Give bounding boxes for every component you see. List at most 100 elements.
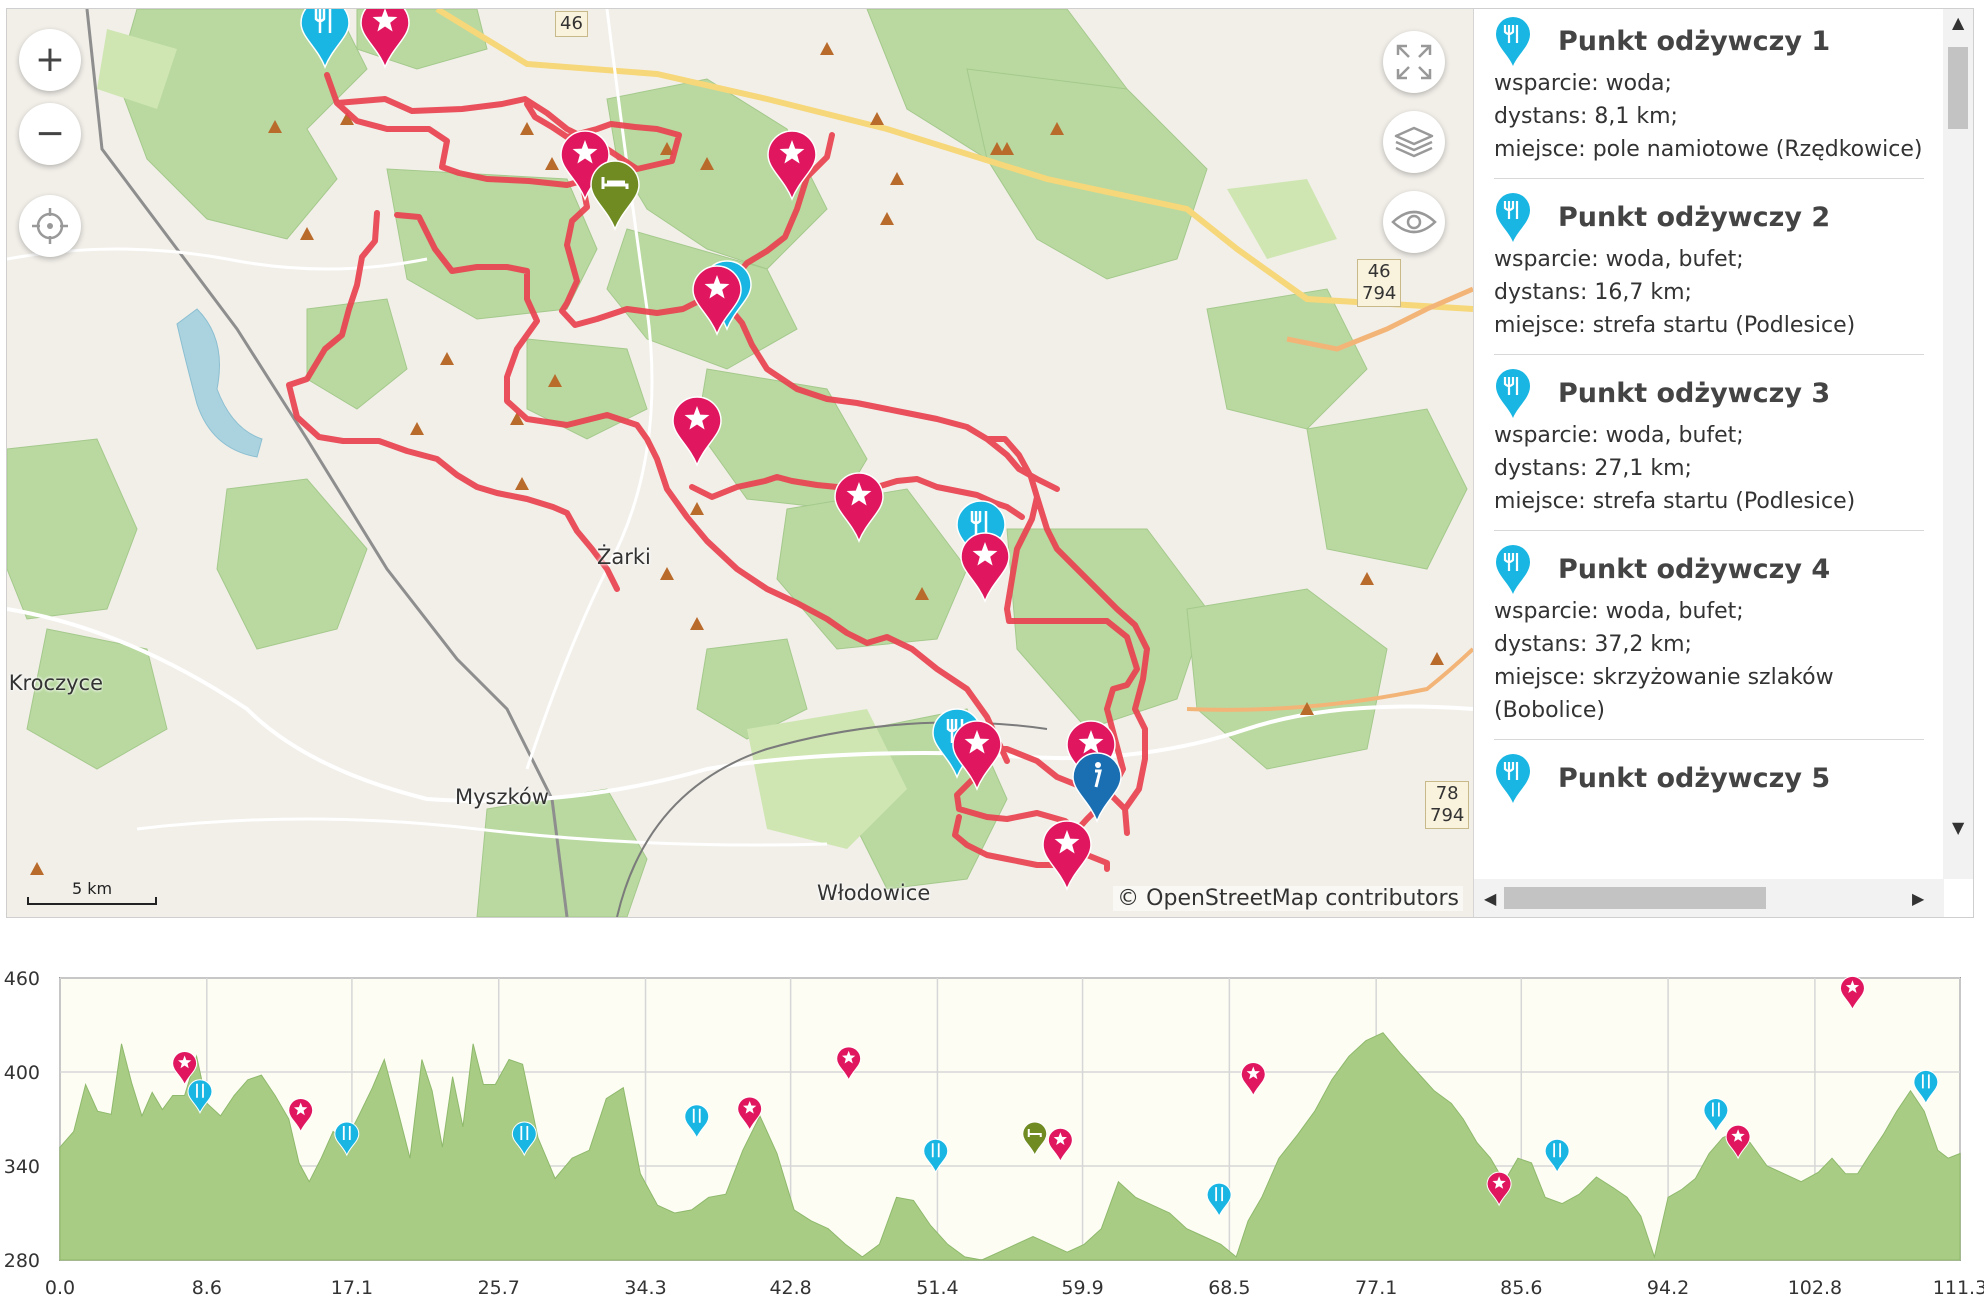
poi-header: Punkt odżywczy 2 <box>1494 191 1924 243</box>
poi-detail-line: wsparcie: woda, bufet; <box>1494 599 1744 624</box>
elevation-chart[interactable]: 0.0 8.6 17.1 25.7 34.3 42.8 51.4 59.9 68.5 77.1 85… <box>0 958 1984 1299</box>
forest-area <box>526 338 648 440</box>
eye-icon <box>1391 210 1437 234</box>
scroll-down-arrow[interactable]: ▼ <box>1952 818 1965 837</box>
star-pin-icon[interactable] <box>834 472 884 544</box>
peak-icon <box>1000 142 1014 155</box>
food-marker[interactable] <box>334 1121 360 1157</box>
star-pin-icon[interactable] <box>692 265 742 337</box>
forest-area <box>966 68 1208 280</box>
star-marker[interactable] <box>172 1051 198 1086</box>
food-marker[interactable] <box>511 1121 537 1157</box>
poi-detail-line: miejsce: skrzyżowanie szlaków <box>1494 665 1834 690</box>
poi-header: Punkt odżywczy 4 <box>1494 543 1924 595</box>
star-marker[interactable] <box>737 1096 763 1132</box>
zoom-in-button[interactable]: + <box>19 29 81 91</box>
minus-icon: − <box>34 113 66 154</box>
food-marker[interactable] <box>923 1138 949 1174</box>
star-pin-icon[interactable] <box>767 130 817 202</box>
food-pin-icon[interactable] <box>300 9 350 70</box>
food-pin-icon <box>1496 193 1530 242</box>
peak-icon <box>890 172 904 185</box>
food-marker[interactable] <box>1703 1098 1729 1133</box>
poi-header: Punkt odżywczy 3 <box>1494 367 1924 419</box>
poi-title: Punkt odżywczy 1 <box>1558 25 1831 57</box>
star-marker[interactable] <box>1047 1127 1073 1163</box>
place-label-myszkow: Myszków <box>455 785 549 809</box>
poi-item[interactable]: Punkt odżywczy 2 wsparcie: woda, bufet; dy… <box>1494 179 1924 355</box>
star-pin-icon[interactable] <box>1042 820 1092 892</box>
star-marker[interactable] <box>1839 975 1865 1011</box>
osm-link[interactable]: OpenStreetMap <box>1146 886 1319 911</box>
x-tick-label: 8.6 <box>192 1277 222 1298</box>
locate-button[interactable] <box>19 195 81 257</box>
peak-icon <box>870 112 884 125</box>
food-marker[interactable] <box>1544 1138 1570 1174</box>
peak-icon <box>690 617 704 630</box>
star-marker[interactable] <box>836 1046 862 1082</box>
vertical-scroll-thumb[interactable] <box>1948 47 1968 129</box>
hotel-pin-icon[interactable] <box>590 160 640 232</box>
peak-icon <box>440 352 454 365</box>
peak-icon <box>880 212 894 225</box>
regional-road <box>1186 647 1473 712</box>
elevation-profile[interactable]: 0.0 8.6 17.1 25.7 34.3 42.8 51.4 59.9 68.5 77.1 85… <box>0 958 1984 1299</box>
x-tick-label: 68.5 <box>1208 1277 1250 1298</box>
x-tick-label: 102.8 <box>1788 1277 1842 1298</box>
x-tick-label: 59.9 <box>1061 1277 1103 1298</box>
star-marker[interactable] <box>1240 1062 1266 1097</box>
poi-item[interactable]: Punkt odżywczy 5 <box>1494 740 1924 816</box>
fullscreen-icon <box>1396 44 1432 80</box>
main-road <box>435 9 1473 312</box>
lake <box>176 308 263 458</box>
info-pin-icon[interactable] <box>1072 752 1122 824</box>
map-canvas[interactable]: Żarki Myszków Włodowice Kroczyce ieglowy… <box>7 9 1473 917</box>
hotel-marker[interactable] <box>1022 1121 1048 1157</box>
poi-item[interactable]: Punkt odżywczy 3 wsparcie: woda, bufet; dy… <box>1494 355 1924 531</box>
scale-line <box>27 897 157 905</box>
road-badge: 46 <box>555 11 588 37</box>
star-pin-icon[interactable] <box>360 9 410 70</box>
plus-icon: + <box>34 39 66 80</box>
x-tick-label: 25.7 <box>478 1277 520 1298</box>
horizontal-scrollbar[interactable]: ◀ ▶ <box>1474 879 1944 917</box>
star-pin-icon[interactable] <box>952 720 1002 792</box>
scroll-left-arrow[interactable]: ◀ <box>1484 889 1497 908</box>
star-marker[interactable] <box>288 1098 314 1133</box>
peak-icon <box>510 412 524 425</box>
zoom-out-button[interactable]: − <box>19 103 81 165</box>
star-pin-icon[interactable] <box>960 532 1010 604</box>
scroll-right-arrow[interactable]: ▶ <box>1912 889 1925 908</box>
poi-detail-line: wsparcie: woda, bufet; <box>1494 423 1744 448</box>
elevation-area <box>59 1032 1961 1261</box>
forest-area <box>216 478 368 650</box>
vertical-scrollbar[interactable]: ▲ ▼ <box>1943 9 1973 879</box>
food-marker[interactable] <box>187 1079 213 1114</box>
visibility-button[interactable] <box>1383 191 1445 253</box>
food-marker[interactable] <box>1913 1069 1939 1105</box>
peak-icon <box>1050 122 1064 135</box>
peak-icon <box>1360 572 1374 585</box>
food-marker[interactable] <box>684 1104 710 1140</box>
peak-icon <box>990 142 1004 155</box>
poi-detail-line: miejsce: strefa startu (Podlesice) <box>1494 489 1856 514</box>
scroll-up-arrow[interactable]: ▲ <box>1952 13 1965 32</box>
poi-title: Punkt odżywczy 3 <box>1558 377 1831 409</box>
star-marker[interactable] <box>1486 1171 1512 1207</box>
layers-button[interactable] <box>1383 111 1445 173</box>
x-tick-label: 111.3 <box>1933 1277 1984 1298</box>
star-pin-icon[interactable] <box>672 396 722 468</box>
regional-road <box>1286 286 1473 352</box>
fullscreen-button[interactable] <box>1383 31 1445 93</box>
poi-item[interactable]: Punkt odżywczy 4 wsparcie: woda, bufet; dy… <box>1494 531 1924 740</box>
forest-area <box>1206 288 1368 430</box>
poi-item[interactable]: Punkt odżywczy 1 wsparcie: woda; dystans: … <box>1494 9 1924 179</box>
food-marker[interactable] <box>1206 1182 1232 1218</box>
horizontal-scroll-thumb[interactable] <box>1504 887 1766 909</box>
layers-icon <box>1394 126 1434 158</box>
crosshair-icon <box>32 208 68 244</box>
star-marker[interactable] <box>1725 1124 1751 1160</box>
poi-header: Punkt odżywczy 1 <box>1494 15 1924 67</box>
forest-area <box>7 438 138 620</box>
poi-list: Punkt odżywczy 1 wsparcie: woda; dystans: … <box>1474 9 1944 879</box>
